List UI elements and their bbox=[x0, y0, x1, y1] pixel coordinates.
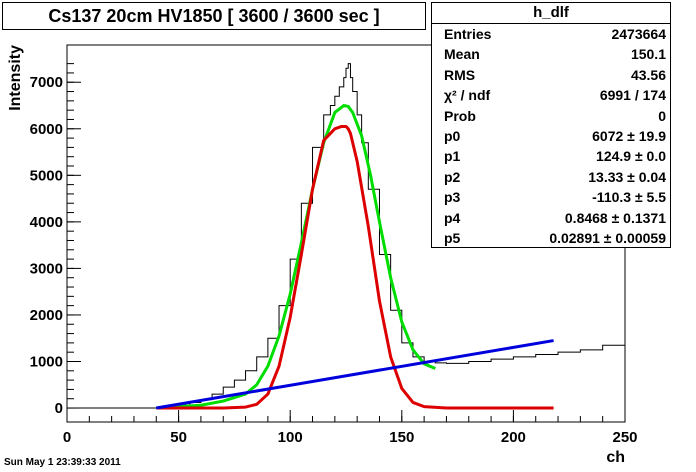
x-tick-label: 50 bbox=[170, 429, 187, 446]
fit-curve-0 bbox=[156, 104, 436, 410]
y-tick-label: 1000 bbox=[30, 353, 63, 370]
stats-key: Entries bbox=[444, 26, 492, 42]
stats-key: p4 bbox=[444, 209, 461, 226]
stats-rows: Entries 2473664 Mean 150.1 RMS 43.56 χ² / ndf 6… bbox=[432, 24, 670, 248]
stats-key: Prob bbox=[444, 107, 476, 124]
x-tick-label: 150 bbox=[389, 429, 414, 446]
stats-row: χ² / ndf 6991 / 174 bbox=[432, 85, 670, 105]
stats-value: 0 bbox=[658, 107, 666, 124]
chart-title: Cs137 20cm HV1850 [ 3600 / 3600 sec ] bbox=[2, 2, 426, 30]
stats-value: 0.8468 ± 0.1371 bbox=[564, 209, 666, 226]
y-tick-label: 0 bbox=[55, 400, 63, 417]
y-tick-label: 2000 bbox=[30, 307, 63, 324]
stats-value: 6072 ± 19.9 bbox=[592, 127, 666, 144]
fit-curve-1 bbox=[156, 124, 554, 410]
stats-row: Prob 0 bbox=[432, 106, 670, 126]
stats-value: 124.9 ± 0.0 bbox=[596, 148, 666, 165]
fit-curve-2 bbox=[156, 339, 554, 410]
stats-row: p2 13.33 ± 0.04 bbox=[432, 167, 670, 187]
y-tick-label: 7000 bbox=[30, 74, 63, 91]
y-tick-label: 4000 bbox=[30, 214, 63, 231]
stats-key: p5 bbox=[444, 229, 461, 246]
stats-value: 2473664 bbox=[611, 26, 666, 42]
stats-key: Mean bbox=[444, 46, 480, 63]
stats-value: 150.1 bbox=[630, 46, 666, 63]
stats-row: Mean 150.1 bbox=[432, 44, 670, 64]
stats-row: Entries 2473664 bbox=[432, 24, 670, 44]
stats-box: h_dlf Entries 2473664 Mean 150.1 RMS 43.56 χ² … bbox=[431, 2, 671, 248]
stats-row: p1 124.9 ± 0.0 bbox=[432, 146, 670, 166]
stats-title: h_dlf bbox=[432, 3, 670, 24]
y-axis-label: Intensity bbox=[7, 45, 24, 111]
stats-key: RMS bbox=[444, 66, 476, 83]
stats-value: 6991 / 174 bbox=[599, 87, 666, 104]
stats-value: 43.56 bbox=[630, 66, 666, 83]
stats-row: p0 6072 ± 19.9 bbox=[432, 126, 670, 146]
x-tick-label: 250 bbox=[612, 429, 637, 446]
y-tick-label: 3000 bbox=[30, 260, 63, 277]
x-tick-label: 200 bbox=[501, 429, 526, 446]
stats-key: p1 bbox=[444, 148, 461, 165]
stats-key: p0 bbox=[444, 127, 461, 144]
stats-key: p3 bbox=[444, 189, 461, 206]
stats-row: p5 0.02891 ± 0.00059 bbox=[432, 228, 670, 248]
stats-key: p2 bbox=[444, 168, 461, 185]
stats-value: 0.02891 ± 0.00059 bbox=[549, 229, 666, 246]
y-tick-label: 5000 bbox=[30, 167, 63, 184]
stats-value: 13.33 ± 0.04 bbox=[588, 168, 666, 185]
stats-row: RMS 43.56 bbox=[432, 65, 670, 85]
stats-key: χ² / ndf bbox=[444, 87, 491, 104]
stats-row: p4 0.8468 ± 0.1371 bbox=[432, 208, 670, 228]
stats-value: -110.3 ± 5.5 bbox=[592, 189, 666, 206]
histogram-line bbox=[67, 63, 626, 409]
stats-row: p3 -110.3 ± 5.5 bbox=[432, 187, 670, 207]
x-tick-label: 100 bbox=[278, 429, 303, 446]
x-tick-label: 0 bbox=[63, 429, 71, 446]
x-axis-label: ch bbox=[606, 449, 625, 466]
timestamp-footer: Sun May 1 23:39:33 2011 bbox=[4, 457, 121, 468]
y-tick-label: 6000 bbox=[30, 121, 63, 138]
